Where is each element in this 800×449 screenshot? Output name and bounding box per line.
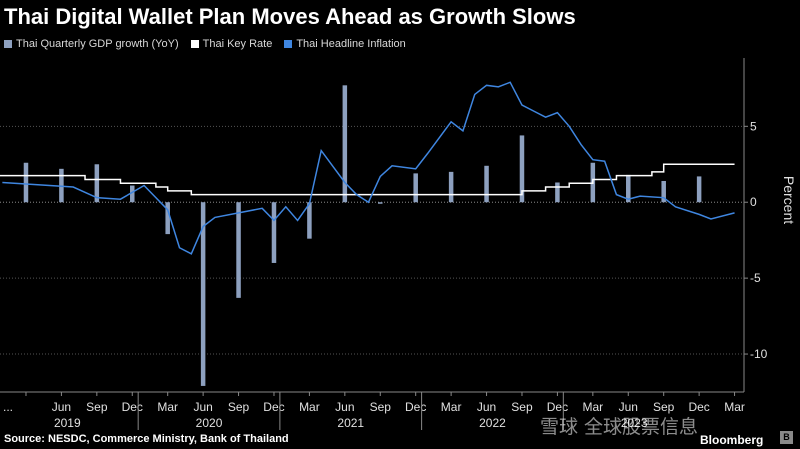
x-tick-label: Mar bbox=[724, 400, 745, 414]
x-tick-label: Sep bbox=[511, 400, 533, 414]
x-tick-label: Sep bbox=[653, 400, 675, 414]
x-tick-label: Jun bbox=[335, 400, 354, 414]
legend-swatch-inflation bbox=[284, 40, 293, 48]
x-tick-label: Sep bbox=[228, 400, 250, 414]
gdp-bar bbox=[130, 185, 135, 203]
y-axis-label: Percent bbox=[781, 176, 797, 224]
x-tick-label: Dec bbox=[688, 400, 709, 414]
watermark: 雪球 全球股票信息 bbox=[540, 416, 699, 438]
x-tick-label: Dec bbox=[263, 400, 284, 414]
x-tick-label: Sep bbox=[370, 400, 392, 414]
x-tick-label: Sep bbox=[86, 400, 108, 414]
gdp-bar bbox=[94, 164, 100, 203]
x-tick-label: Dec bbox=[405, 400, 426, 414]
legend-item-gdp: Thai Quarterly GDP growth (YoY) bbox=[4, 38, 179, 50]
legend-item-inflation: Thai Headline Inflation bbox=[284, 38, 406, 50]
gdp-bar bbox=[307, 202, 312, 239]
x-tick-label: Dec bbox=[547, 400, 568, 414]
legend-item-rate: Thai Key Rate bbox=[190, 38, 273, 50]
legend-swatch-rate bbox=[190, 40, 199, 48]
inflation-line bbox=[2, 81, 735, 255]
gdp-bar bbox=[413, 173, 418, 203]
x-tick-label: Mar bbox=[157, 400, 178, 414]
x-tick-label: Jun bbox=[619, 400, 638, 414]
gdp-bar bbox=[271, 202, 277, 263]
gdp-bar bbox=[236, 202, 241, 298]
gdp-bar bbox=[555, 182, 560, 203]
year-label: 2023 bbox=[621, 416, 648, 430]
gdp-bar bbox=[378, 202, 383, 204]
chart-title: Thai Digital Wallet Plan Moves Ahead as … bbox=[4, 4, 576, 29]
key-rate-line bbox=[0, 163, 735, 196]
legend-label-gdp: Thai Quarterly GDP growth (YoY) bbox=[16, 38, 179, 50]
legend: Thai Quarterly GDP growth (YoY) Thai Key… bbox=[4, 38, 406, 50]
legend-swatch-gdp bbox=[4, 40, 12, 48]
x-tick-label: Jun bbox=[193, 400, 212, 414]
gdp-bar bbox=[59, 168, 64, 203]
x-tick-label: Dec bbox=[122, 400, 143, 414]
gdp-bar bbox=[661, 180, 666, 203]
x-tick-label: ... bbox=[3, 400, 13, 414]
x-tick-label: Jun bbox=[52, 400, 71, 414]
x-tick-label: Mar bbox=[441, 400, 462, 414]
source-note: Source: NESDC, Commerce Ministry, Bank o… bbox=[4, 433, 289, 445]
x-tick-label: Mar bbox=[299, 400, 320, 414]
brand-label: Bloomberg bbox=[700, 433, 764, 447]
gdp-bar bbox=[626, 174, 631, 203]
gdp-bar bbox=[696, 176, 702, 203]
y-tick-label: 5 bbox=[750, 119, 757, 133]
gdp-bar bbox=[23, 162, 29, 203]
y-tick-label: -5 bbox=[750, 271, 761, 285]
x-tick-label: Jun bbox=[477, 400, 496, 414]
x-tick-label: Mar bbox=[583, 400, 604, 414]
corner-logo-icon: B bbox=[780, 431, 793, 444]
gdp-bar bbox=[519, 135, 525, 203]
gdp-bar bbox=[448, 171, 454, 203]
gdp-bar bbox=[484, 165, 489, 203]
gdp-bar bbox=[165, 202, 170, 235]
year-label: 2019 bbox=[54, 416, 81, 430]
year-label: 2021 bbox=[337, 416, 364, 430]
y-tick-label: 0 bbox=[750, 195, 757, 209]
year-label: 2022 bbox=[479, 416, 506, 430]
year-label: 2020 bbox=[196, 416, 223, 430]
legend-label-rate: Thai Key Rate bbox=[202, 38, 273, 50]
gdp-bar bbox=[342, 85, 348, 203]
y-tick-label: -10 bbox=[750, 347, 768, 361]
gdp-bar bbox=[200, 202, 206, 386]
legend-label-inflation: Thai Headline Inflation bbox=[296, 38, 406, 50]
